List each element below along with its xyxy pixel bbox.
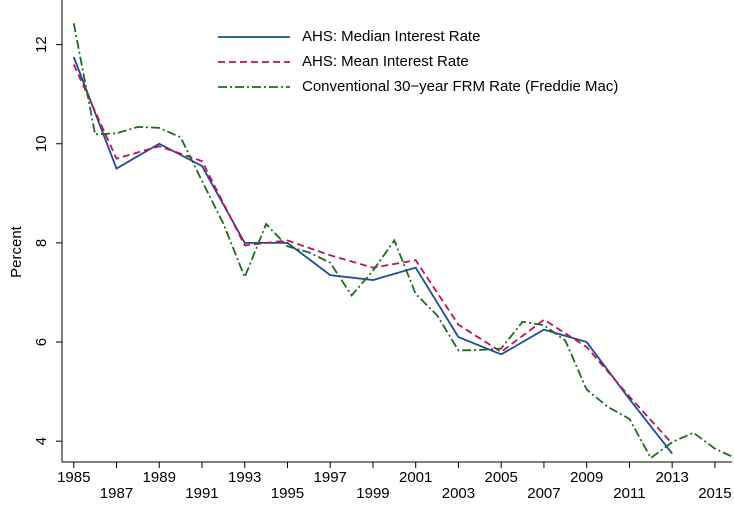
x-tick-label: 1997 bbox=[314, 469, 347, 486]
x-tick-label: 2007 bbox=[527, 485, 560, 502]
x-tick-label: 2003 bbox=[442, 485, 475, 502]
x-tick-label: 1993 bbox=[228, 469, 261, 486]
x-tick-label: 1991 bbox=[185, 485, 218, 502]
legend-label: Conventional 30−year FRM Rate (Freddie M… bbox=[302, 78, 618, 95]
x-tick-label: 2009 bbox=[570, 469, 603, 486]
x-tick-label: 1989 bbox=[143, 469, 176, 486]
x-tick-label: 2015 bbox=[698, 485, 731, 502]
y-tick-label: 10 bbox=[33, 135, 50, 152]
x-tick-label: 1995 bbox=[271, 485, 304, 502]
y-tick-label: 12 bbox=[33, 36, 50, 53]
y-tick-label: 8 bbox=[33, 239, 50, 247]
x-tick-label: 2005 bbox=[484, 469, 517, 486]
x-tick-label: 1999 bbox=[356, 485, 389, 502]
series-line bbox=[72, 23, 734, 460]
x-tick-label: 1985 bbox=[57, 469, 90, 486]
y-tick-label: 4 bbox=[33, 437, 50, 445]
x-tick-label: 2013 bbox=[655, 469, 688, 486]
x-tick-label: 2001 bbox=[399, 469, 432, 486]
x-tick-label: 2011 bbox=[613, 485, 645, 502]
x-tick-label: 1987 bbox=[100, 485, 133, 502]
y-axis-label: Percent bbox=[8, 225, 25, 278]
legend-label: AHS: Median Interest Rate bbox=[302, 28, 480, 45]
legend-label: AHS: Mean Interest Rate bbox=[302, 53, 469, 70]
y-tick-label: 6 bbox=[33, 338, 50, 346]
series-line bbox=[72, 56, 673, 455]
series-line bbox=[72, 64, 673, 445]
